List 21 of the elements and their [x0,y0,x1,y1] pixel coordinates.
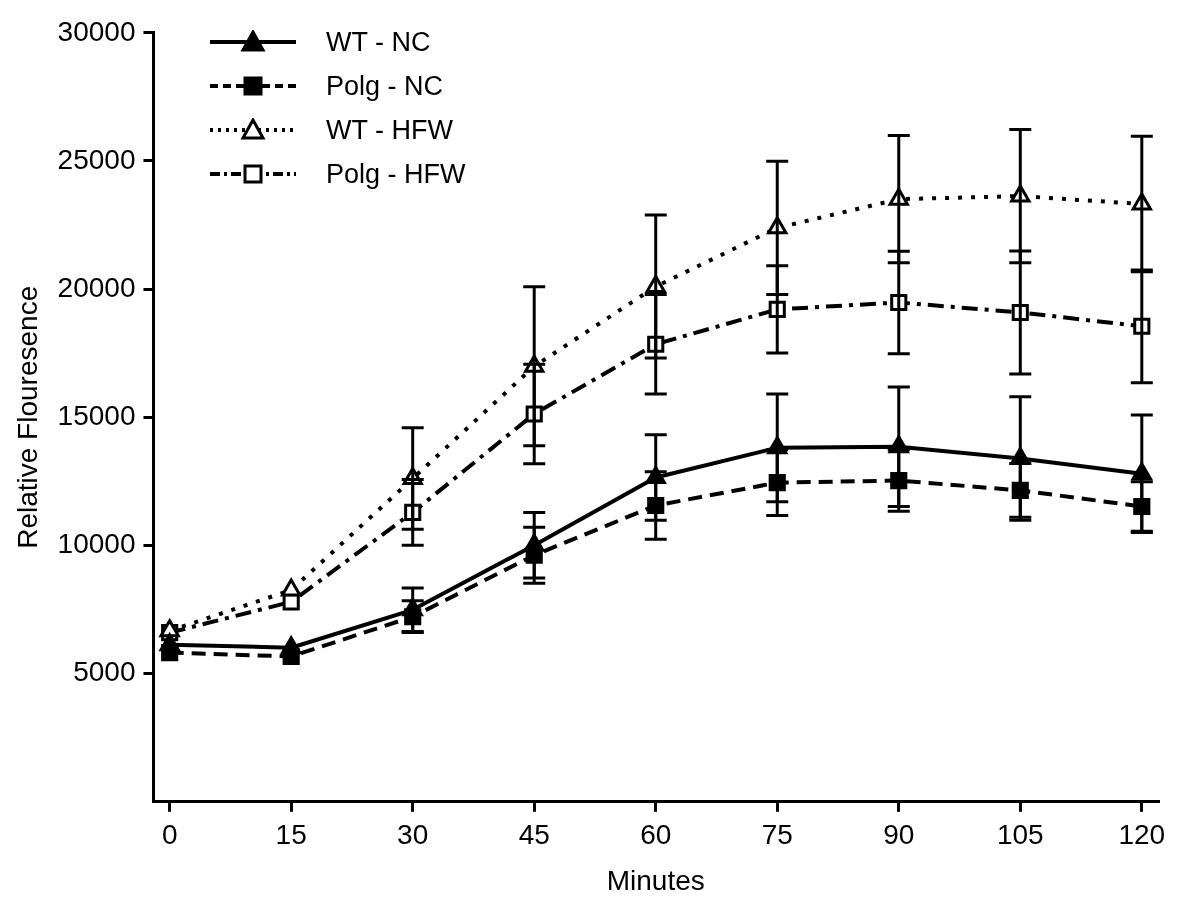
y-tick-label: 10000 [57,528,136,560]
y-tick-label: 15000 [57,400,136,432]
y-axis-title: Relative Flouresence [11,285,43,549]
x-axis-title: Minutes [606,864,705,896]
x-tick-label: 105 [996,819,1044,851]
legend-label: WT - HFW [326,114,453,146]
y-tick-label: 30000 [57,15,136,47]
y-tick-label: 20000 [57,271,136,303]
x-tick-label: 75 [761,819,793,851]
x-tick-label: 90 [883,819,915,851]
y-tick-label: 25000 [57,143,136,175]
x-tick-label: 0 [161,819,178,851]
legend-label: Polg - NC [326,70,444,102]
x-tick-label: 15 [275,819,307,851]
x-tick-label: 120 [1118,819,1166,851]
legend-label: Polg - HFW [326,158,466,190]
legend-label: WT - NC [326,26,431,58]
y-tick-label: 5000 [73,656,136,688]
x-tick-label: 45 [518,819,550,851]
x-tick-label: 60 [640,819,672,851]
x-tick-label: 30 [397,819,429,851]
